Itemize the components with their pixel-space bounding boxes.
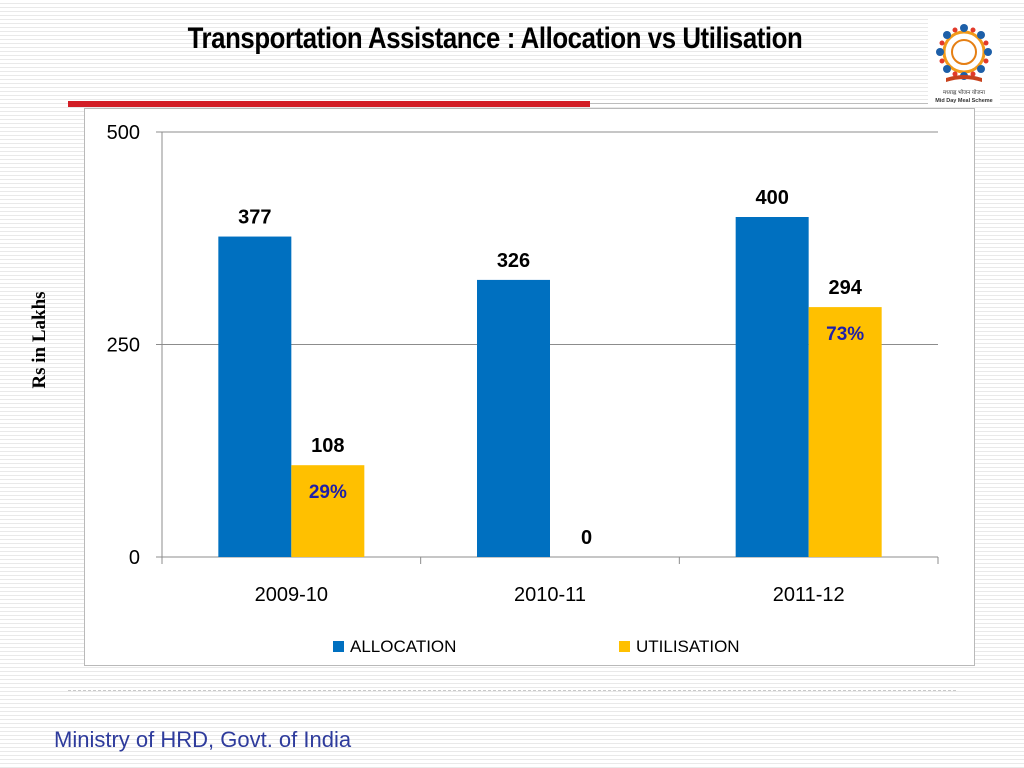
title-underline-grey	[590, 103, 978, 104]
data-label: 400	[755, 187, 788, 209]
bar-allocation	[477, 279, 550, 557]
footer-text: Ministry of HRD, Govt. of India	[54, 727, 352, 752]
percent-label: 73%	[826, 324, 864, 345]
y-tick-label: 500	[107, 122, 140, 144]
y-tick-label: 250	[107, 335, 140, 357]
mid-day-meal-logo: मध्याह्न भोजन योजना Mid Day Meal Scheme	[928, 18, 1000, 106]
y-tick-label: 0	[129, 547, 140, 569]
data-label: 108	[311, 435, 344, 457]
x-tick-label: 2009-10	[255, 584, 328, 606]
bar-allocation	[735, 217, 809, 557]
legend-label: ALLOCATION	[350, 637, 456, 656]
percent-label: 29%	[309, 482, 347, 503]
data-label: 0	[581, 527, 592, 549]
footer-divider	[68, 690, 956, 691]
legend-swatch-utilisation	[619, 641, 630, 652]
x-tick-label: 2010-11	[514, 584, 586, 606]
data-label: 377	[238, 207, 271, 229]
bar-allocation	[218, 236, 292, 558]
slide-title: Transportation Assistance : Allocation v…	[187, 22, 803, 55]
legend-label: UTILISATION	[636, 637, 740, 656]
legend-swatch-allocation	[333, 641, 344, 652]
bar-utilisation	[808, 307, 882, 557]
logo-caption-english: Mid Day Meal Scheme	[935, 98, 992, 104]
logo-graphic: मध्याह्न भोजन योजना Mid Day Meal Scheme	[935, 24, 993, 104]
data-label: 326	[497, 250, 530, 272]
title-underline-red	[68, 101, 590, 107]
bar-utilisation	[291, 465, 365, 557]
logo-caption-hindi: मध्याह्न भोजन योजना	[943, 89, 986, 96]
x-tick-label: 2011-12	[773, 584, 845, 606]
data-label: 294	[828, 277, 862, 299]
